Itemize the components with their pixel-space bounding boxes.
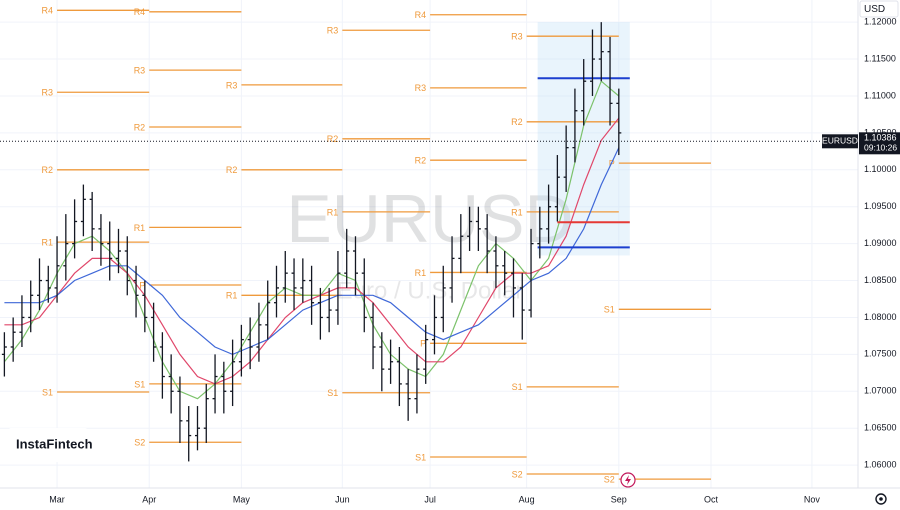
pivot-label: R2 [327,134,339,144]
pivot-label: R2 [134,122,146,132]
pivot-label: S2 [134,438,145,448]
pivot-label: R3 [327,26,339,36]
y-tick-label: 1.07500 [864,349,897,359]
y-tick-label: 1.06500 [864,423,897,433]
pivot-label: S2 [604,475,615,485]
y-tick-label: 1.09500 [864,201,897,211]
settings-icon[interactable] [875,493,887,505]
x-tick-label: Apr [142,494,156,504]
settings-button[interactable] [875,493,887,505]
pivot-label: R2 [511,117,523,127]
pivot-label: R3 [511,32,523,42]
x-tick-label: Oct [704,494,719,504]
pivot-label: R2 [226,165,238,175]
x-tick-label: May [233,494,251,504]
pivot-label: R4 [134,7,146,17]
axes: 1.06000 1.06500 1.07000 1.07500 1.08000 1.085… [49,17,900,504]
pivot-label: R3 [226,80,238,90]
y-tick-label: 1.06000 [864,459,897,469]
event-icon[interactable] [620,472,636,488]
currency[interactable]: USD [864,4,885,15]
x-tick-label: Aug [519,494,535,504]
pivot-label: S1 [415,452,426,462]
y-tick-label: 1.10500 [864,127,897,137]
pivot-label: P [139,280,145,290]
x-tick-label: Jun [335,494,350,504]
y-tick-label: 1.11500 [864,53,896,63]
pivot-label: S1 [512,382,523,392]
pivot-label: S1 [604,305,615,315]
y-tick-label: 1.10000 [864,164,897,174]
settings-icon-center[interactable] [879,497,883,501]
pivot-label: R1 [42,238,54,248]
pivot-label: R3 [42,88,54,98]
price-box [859,132,900,155]
y-tick-label: 1.08500 [864,275,897,285]
symbol-box [822,134,858,149]
pivot-label: R1 [511,207,523,217]
watermark-subtitle: Euro / U.S. Dollar [337,277,524,304]
brand: InstaFintech [16,436,93,451]
plot: R4 R3 R2 R1 S1 R4 R3 R2 R1 P S1 S2 R3 R2 R1 R3 R2 R1 S1 R4 R… [0,6,858,485]
pivot-label: S1 [134,379,145,389]
pivot-label: R4 [415,10,427,20]
y-tick-label: 1.08000 [864,312,897,322]
x-tick-label: Mar [49,494,65,504]
brand-bg [8,428,88,462]
pivot-label: R3 [134,66,146,76]
pivot-label: R2 [42,165,54,175]
pivot-label: S1 [42,387,53,397]
pivot-label: R2 [415,156,427,166]
last-price: 1.10386 [864,133,897,143]
pivot-label: S1 [327,388,338,398]
y-tick-label: 1.09000 [864,238,897,248]
pivot-label: R1 [134,223,146,233]
brand-box: InstaFintech [8,428,93,462]
currency-box[interactable] [859,0,899,18]
y-tick-label: 1.11000 [864,90,896,100]
y-tick-label: 1.07000 [864,386,897,396]
pivot-label: R1 [226,291,238,301]
x-tick-label: Sep [611,494,627,504]
watermark-layer: EURUSD Euro / U.S. Dollar [286,181,573,304]
pivot-label: R1 [327,207,339,217]
price-axis-bg [858,0,900,510]
y-tick-label: 1.12000 [864,17,897,27]
countdown: 09:10:26 [864,143,897,153]
pivot-label: R4 [42,6,54,16]
x-tick-label: Jul [424,494,436,504]
pivot-label: R3 [415,83,427,93]
watermark: EURUSD [286,181,573,257]
event-icon-bolt[interactable] [625,475,631,485]
range-box [537,22,630,256]
pivot-label: S2 [512,469,523,479]
pivot-label: R1 [415,268,427,278]
x-tick-label: Nov [804,494,821,504]
symbol-label: EURUSD [822,136,858,146]
pivot-label: P [420,339,426,349]
